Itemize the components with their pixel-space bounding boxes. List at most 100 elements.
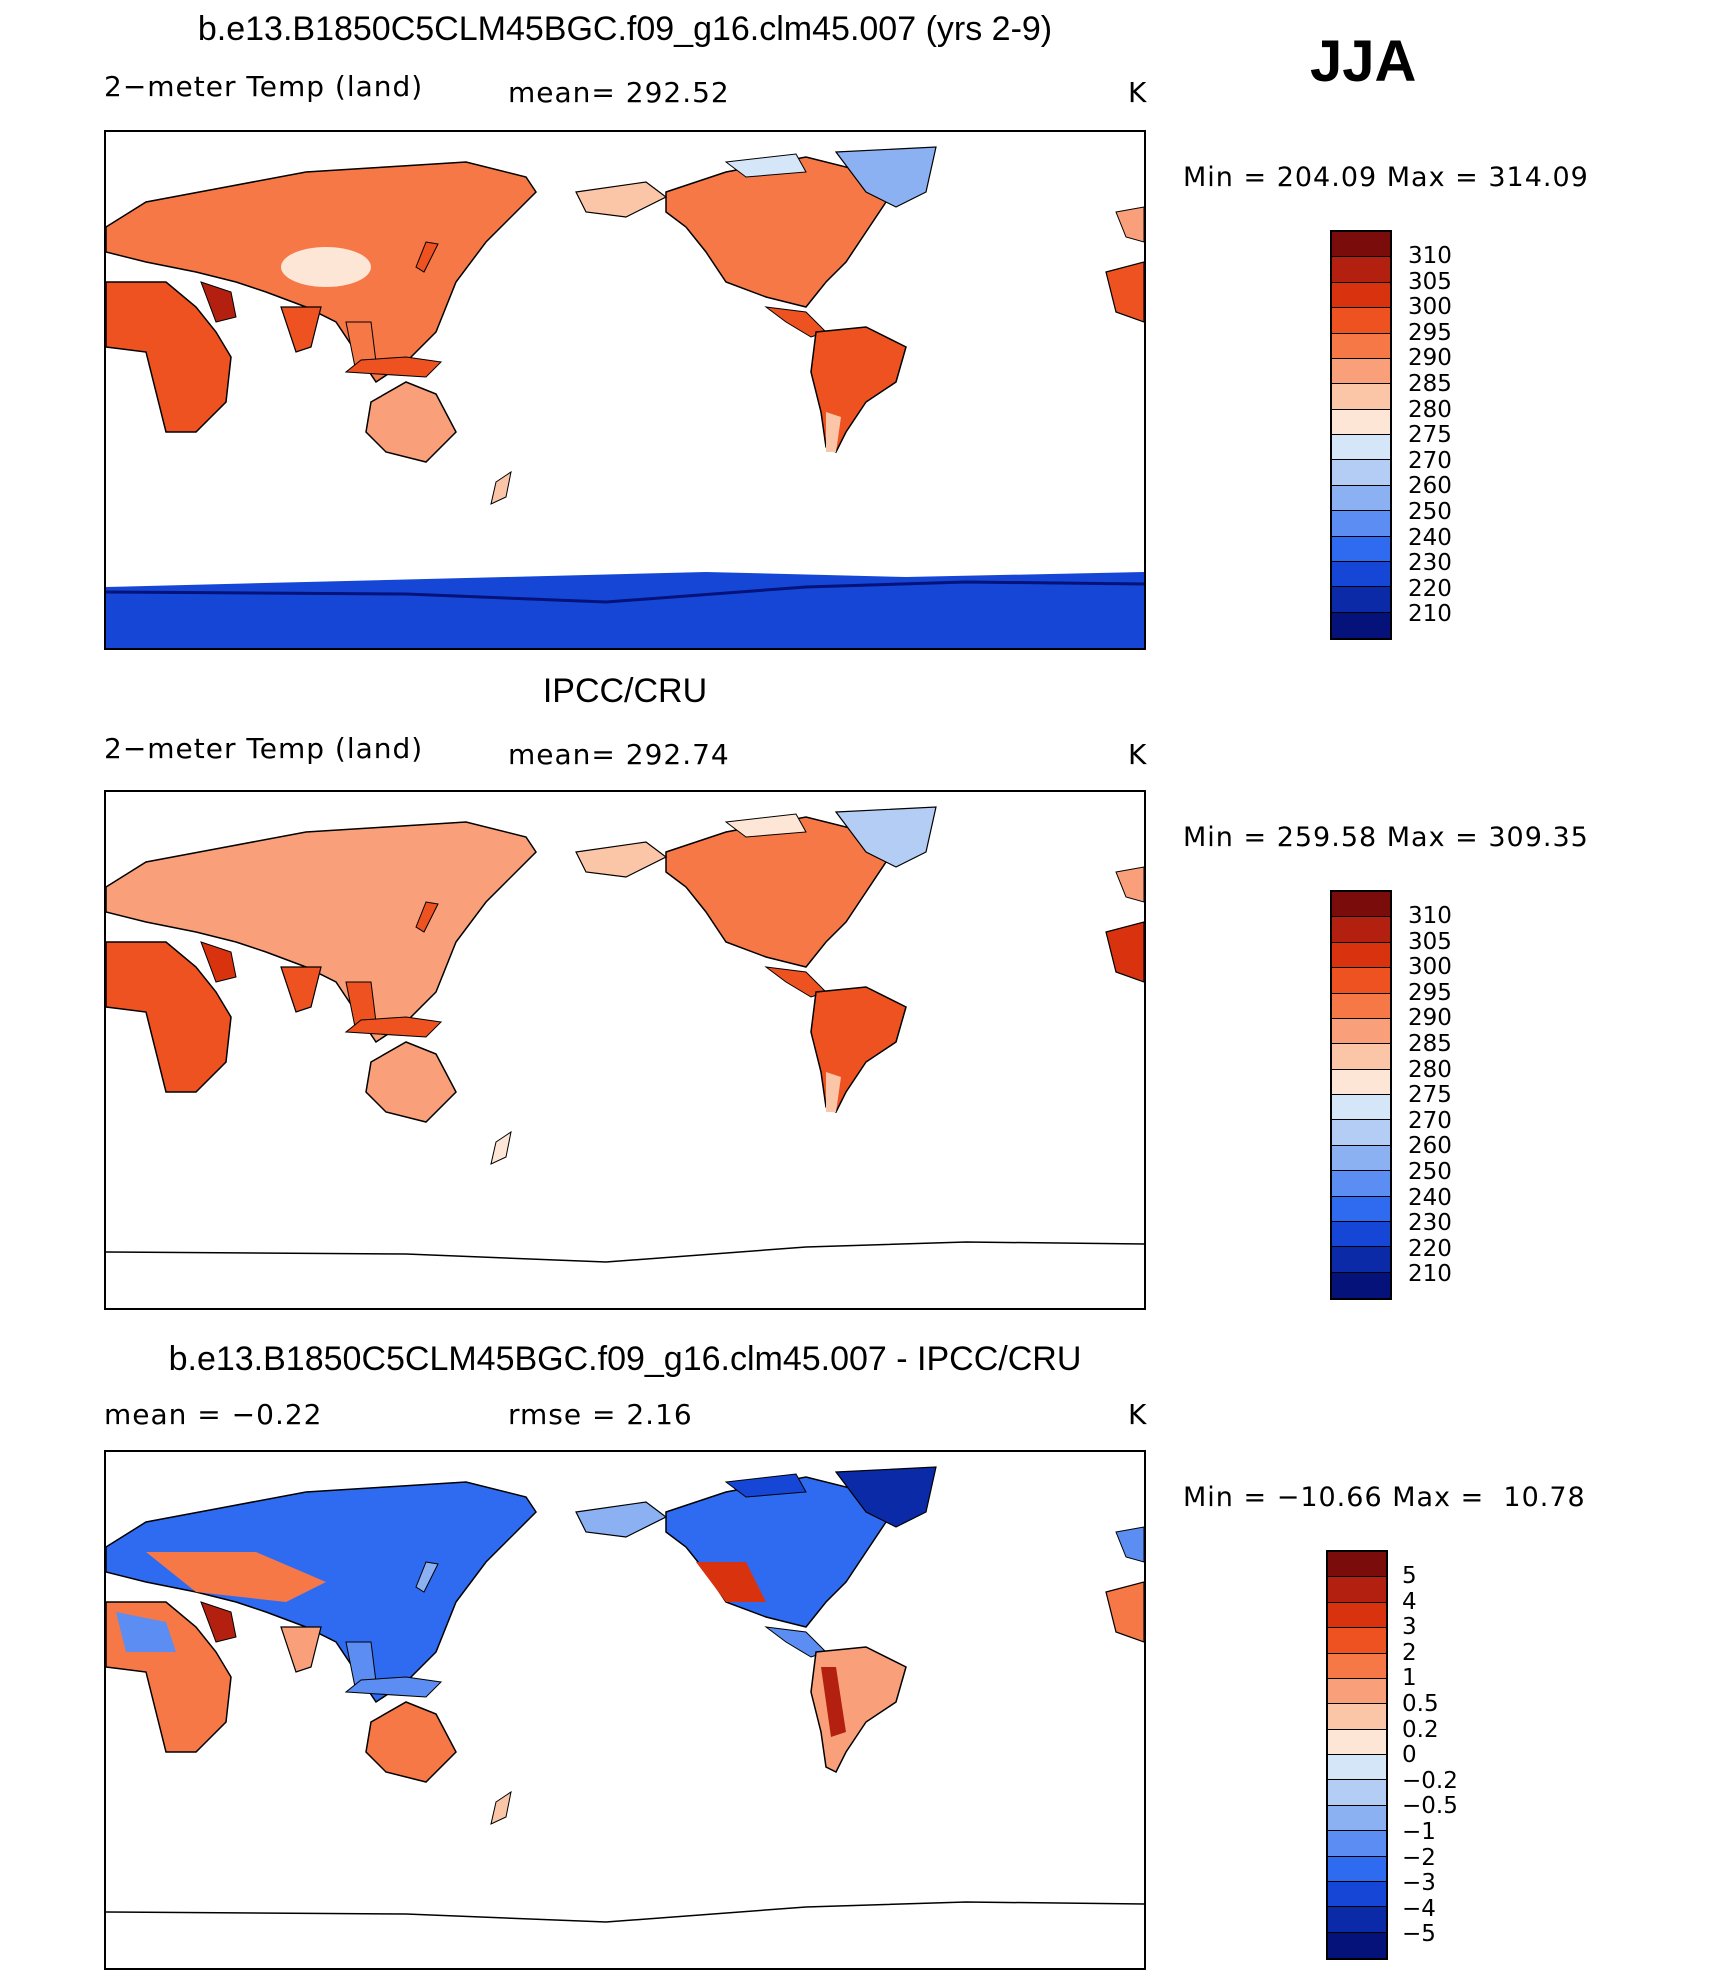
panel3-map-svg [106, 1466, 1144, 1923]
colorbar-tick-label: 285 [1408, 370, 1452, 397]
colorbar-tick-label: 260 [1408, 473, 1452, 500]
colorbar-swatch [1328, 1704, 1386, 1730]
colorbar-swatch [1328, 1755, 1386, 1781]
panel1-antarctica [106, 572, 1144, 648]
panel2-map [104, 790, 1146, 1310]
colorbar-tick-label: 290 [1408, 1005, 1452, 1032]
colorbar-swatch [1332, 1044, 1390, 1070]
panel1-mean-label: mean= 292.52 [508, 76, 730, 109]
colorbar-tick-label: 0.2 [1402, 1716, 1439, 1743]
colorbar-swatch [1328, 1729, 1386, 1755]
panel2-colorbar-labels: 310 305 300 295 290 285 280 275 270 260 250 240 230 2… [1408, 903, 1452, 1288]
colorbar-swatch [1332, 587, 1390, 613]
colorbar-swatch [1332, 561, 1390, 588]
colorbar-tick-label: 4 [1402, 1588, 1417, 1615]
panel1-colorbar [1330, 230, 1392, 640]
colorbar-swatch [1332, 1069, 1390, 1095]
colorbar-tick-label: 240 [1408, 524, 1452, 551]
colorbar-tick-label: 210 [1408, 1261, 1452, 1288]
panel2-landmasses [106, 806, 1144, 1165]
panel1-variable-label: 2−meter Temp (land) [104, 70, 424, 103]
colorbar-swatch [1328, 1577, 1386, 1603]
colorbar-tick-label: −1 [1402, 1818, 1436, 1845]
colorbar-swatch [1332, 968, 1390, 994]
colorbar-swatch [1328, 1881, 1386, 1908]
panel2-variable-label: 2−meter Temp (land) [104, 732, 424, 765]
colorbar-swatch [1332, 612, 1390, 638]
colorbar-tick-label: −3 [1402, 1870, 1436, 1897]
colorbar-tick-label: 270 [1408, 1107, 1452, 1134]
colorbar-swatch [1332, 993, 1390, 1019]
colorbar-tick-label: 305 [1408, 268, 1452, 295]
colorbar-tick-label: 285 [1408, 1030, 1452, 1057]
colorbar-swatch [1328, 1628, 1386, 1654]
colorbar-swatch [1328, 1831, 1386, 1857]
panel3-landmasses [106, 1466, 1144, 1825]
colorbar-tick-label: 280 [1408, 1056, 1452, 1083]
panel3-map [104, 1450, 1146, 1970]
colorbar-tick-label: 250 [1408, 1158, 1452, 1185]
colorbar-tick-label: 310 [1408, 903, 1452, 929]
panel3-antarctica-outline [106, 1901, 1144, 1923]
colorbar-swatch [1328, 1780, 1386, 1806]
colorbar-swatch [1328, 1932, 1386, 1958]
colorbar-swatch [1328, 1552, 1386, 1578]
panel3-rmse-label: rmse = 2.16 [508, 1398, 693, 1431]
panel3-colorbar-labels: 5 4 3 2 1 0.5 0.2 0 −0.2 −0.5 −1 −2 −3 −4 −5 [1402, 1563, 1458, 1948]
colorbar-tick-label: 1 [1402, 1665, 1417, 1692]
panel1-landmasses [106, 146, 1144, 505]
panel1-minmax: Min = 204.09 Max = 314.09 [1183, 162, 1589, 193]
panel1-units: K [1128, 76, 1148, 109]
season-label: JJA [1310, 29, 1417, 94]
colorbar-tick-label: 230 [1408, 550, 1452, 577]
colorbar-swatch [1332, 282, 1390, 309]
panel3-minmax: Min = −10.66 Max = 10.78 [1183, 1482, 1586, 1513]
colorbar-tick-label: 0.5 [1402, 1690, 1439, 1717]
colorbar-swatch [1332, 460, 1390, 486]
panel3-mean-label: mean = −0.22 [104, 1398, 323, 1431]
colorbar-swatch [1332, 1247, 1390, 1273]
colorbar-tick-label: 230 [1408, 1210, 1452, 1237]
colorbar-tick-label: 300 [1408, 294, 1452, 321]
colorbar-tick-label: −0.5 [1402, 1793, 1458, 1820]
colorbar-tick-label: 210 [1408, 601, 1452, 628]
colorbar-tick-label: 0 [1402, 1742, 1417, 1769]
colorbar-swatch [1332, 409, 1390, 435]
colorbar-swatch [1332, 257, 1390, 283]
colorbar-tick-label: 275 [1408, 1082, 1452, 1109]
colorbar-swatch [1328, 1678, 1386, 1705]
colorbar-swatch [1328, 1805, 1386, 1832]
colorbar-tick-label: −4 [1402, 1895, 1436, 1922]
panel2-antarctica-outline [106, 1241, 1144, 1263]
colorbar-swatch [1332, 892, 1390, 918]
colorbar-swatch [1332, 1120, 1390, 1146]
colorbar-swatch [1332, 1095, 1390, 1121]
colorbar-swatch [1332, 435, 1390, 461]
colorbar-tick-label: 270 [1408, 447, 1452, 474]
colorbar-tick-label: 290 [1408, 345, 1452, 372]
colorbar-tick-label: 5 [1402, 1563, 1417, 1589]
colorbar-tick-label: 250 [1408, 498, 1452, 525]
colorbar-tick-label: 300 [1408, 954, 1452, 981]
colorbar-tick-label: 220 [1408, 1235, 1452, 1262]
colorbar-swatch [1332, 1145, 1390, 1172]
panel3-title: b.e13.B1850C5CLM45BGC.f09_g16.clm45.007 … [168, 1340, 1082, 1378]
panel3-colorbar [1326, 1550, 1388, 1960]
colorbar-swatch [1328, 1602, 1386, 1629]
colorbar-tick-label: 275 [1408, 422, 1452, 449]
colorbar-swatch [1332, 1221, 1390, 1248]
panel1-map [104, 130, 1146, 650]
colorbar-tick-label: −0.2 [1402, 1767, 1458, 1794]
panel2-map-svg [106, 806, 1144, 1263]
colorbar-swatch [1332, 511, 1390, 537]
colorbar-tick-label: 305 [1408, 928, 1452, 955]
colorbar-tick-label: 295 [1408, 979, 1452, 1006]
panel2-minmax: Min = 259.58 Max = 309.35 [1183, 822, 1589, 853]
colorbar-swatch [1332, 942, 1390, 969]
colorbar-swatch [1332, 1018, 1390, 1045]
colorbar-tick-label: 295 [1408, 319, 1452, 346]
colorbar-tick-label: −2 [1402, 1844, 1436, 1871]
colorbar-swatch [1332, 1272, 1390, 1298]
panel1-title: b.e13.B1850C5CLM45BGC.f09_g16.clm45.007 … [197, 10, 1053, 48]
colorbar-tick-label: 280 [1408, 396, 1452, 423]
